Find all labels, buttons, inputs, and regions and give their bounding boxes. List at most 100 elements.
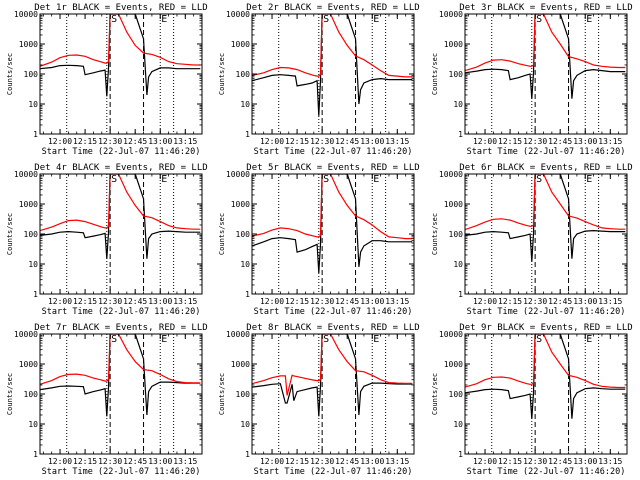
- y-tick-label: 10000: [14, 330, 38, 339]
- x-tick-label: 13:15: [173, 457, 197, 466]
- y-tick-label: 1000: [444, 40, 463, 49]
- plot-frame: [464, 13, 628, 135]
- y-tick-label: 10: [28, 100, 38, 109]
- x-tick-label: 12:45: [123, 137, 147, 146]
- event-marker-label: E: [373, 14, 379, 25]
- x-tick-label: 12:45: [548, 137, 572, 146]
- x-tick-label: 12:15: [285, 137, 309, 146]
- y-tick-label: 100: [449, 230, 464, 239]
- x-tick-label: 12:45: [335, 137, 359, 146]
- event-marker-label: E: [161, 14, 167, 25]
- y-tick-label: 100: [449, 390, 464, 399]
- series-line-events: [252, 334, 413, 417]
- x-tick-label: 12:15: [73, 297, 97, 306]
- y-axis-label: Counts/sec: [6, 373, 14, 415]
- y-tick-label: 10: [453, 420, 463, 429]
- y-tick-label: 10: [240, 420, 250, 429]
- y-tick-label: 1: [245, 290, 250, 299]
- x-tick-label: 12:45: [123, 297, 147, 306]
- x-tick-label: 12:15: [498, 137, 522, 146]
- x-tick-label: 12:45: [548, 297, 572, 306]
- y-tick-label: 1000: [231, 360, 250, 369]
- x-tick-label: 12:30: [523, 297, 547, 306]
- y-tick-label: 10000: [439, 170, 463, 179]
- y-axis-label: Counts/sec: [431, 373, 439, 415]
- series-line-events: [465, 334, 626, 419]
- y-tick-label: 100: [236, 70, 251, 79]
- y-tick-label: 10000: [439, 10, 463, 19]
- panel-title: Det 1r BLACK = Events, RED = LLD: [34, 3, 207, 13]
- x-tick-label: 12:00: [48, 297, 72, 306]
- y-tick-label: 10: [28, 260, 38, 269]
- y-tick-label: 10000: [14, 10, 38, 19]
- series-line-events: [252, 174, 413, 274]
- plot-frame: [251, 13, 415, 135]
- x-tick-label: 13:00: [573, 457, 597, 466]
- x-tick-label: 13:15: [598, 457, 622, 466]
- x-tick-label: 12:30: [523, 457, 547, 466]
- y-tick-label: 1000: [231, 40, 250, 49]
- series-line-lld: [252, 334, 413, 396]
- y-tick-label: 1000: [19, 200, 38, 209]
- x-tick-label: 12:15: [498, 297, 522, 306]
- panel-title: Det 8r BLACK = Events, RED = LLD: [246, 323, 419, 333]
- y-tick-label: 10: [240, 100, 250, 109]
- x-tick-label: 12:00: [473, 457, 497, 466]
- x-tick-label: 12:30: [523, 137, 547, 146]
- x-tick-label: 13:15: [385, 297, 409, 306]
- y-tick-label: 1: [245, 450, 250, 459]
- event-marker-label: S: [111, 14, 117, 25]
- y-tick-label: 100: [24, 70, 39, 79]
- event-marker-label: E: [161, 174, 167, 185]
- panel-title: Det 7r BLACK = Events, RED = LLD: [34, 323, 207, 333]
- y-tick-label: 100: [236, 230, 251, 239]
- x-tick-label: 12:00: [473, 297, 497, 306]
- x-tick-label: 12:00: [48, 137, 72, 146]
- x-tick-label: 13:00: [148, 457, 172, 466]
- y-tick-label: 100: [24, 230, 39, 239]
- event-marker-label: S: [323, 174, 329, 185]
- y-tick-label: 1: [458, 450, 463, 459]
- x-tick-label: 13:00: [573, 137, 597, 146]
- x-tick-label: 12:30: [98, 457, 122, 466]
- series-line-events: [252, 14, 413, 116]
- series-line-lld: [465, 334, 626, 389]
- x-tick-label: 12:30: [310, 457, 334, 466]
- x-tick-label: 12:15: [73, 457, 97, 466]
- plot-frame: [251, 173, 415, 295]
- series-line-lld: [465, 14, 626, 72]
- y-axis-label: Counts/sec: [431, 213, 439, 255]
- x-tick-label: 13:00: [360, 297, 384, 306]
- x-tick-label: 13:15: [598, 137, 622, 146]
- x-axis-label: Start Time (22-Jul-07 11:46:20): [42, 467, 201, 477]
- x-tick-label: 12:45: [335, 457, 359, 466]
- y-tick-label: 100: [24, 390, 39, 399]
- x-axis-label: Start Time (22-Jul-07 11:46:20): [467, 147, 626, 157]
- y-tick-label: 10000: [226, 330, 250, 339]
- y-tick-label: 1: [33, 450, 38, 459]
- y-tick-label: 1: [458, 130, 463, 139]
- x-tick-label: 13:15: [385, 457, 409, 466]
- y-axis-label: Counts/sec: [6, 53, 14, 95]
- event-marker-label: E: [373, 174, 379, 185]
- event-marker-label: S: [323, 334, 329, 345]
- x-tick-label: 12:00: [473, 137, 497, 146]
- x-tick-label: 12:15: [73, 137, 97, 146]
- event-marker-label: E: [373, 334, 379, 345]
- y-tick-label: 10000: [226, 10, 250, 19]
- x-tick-label: 13:00: [148, 137, 172, 146]
- x-tick-label: 13:15: [173, 137, 197, 146]
- y-axis-label: Counts/sec: [218, 213, 226, 255]
- x-tick-label: 13:15: [173, 297, 197, 306]
- series-line-lld: [465, 174, 626, 231]
- series-line-events: [40, 14, 201, 97]
- y-tick-label: 1000: [19, 360, 38, 369]
- event-marker-label: E: [586, 14, 592, 25]
- x-tick-label: 12:30: [98, 297, 122, 306]
- y-tick-label: 10000: [439, 330, 463, 339]
- plot-frame: [464, 173, 628, 295]
